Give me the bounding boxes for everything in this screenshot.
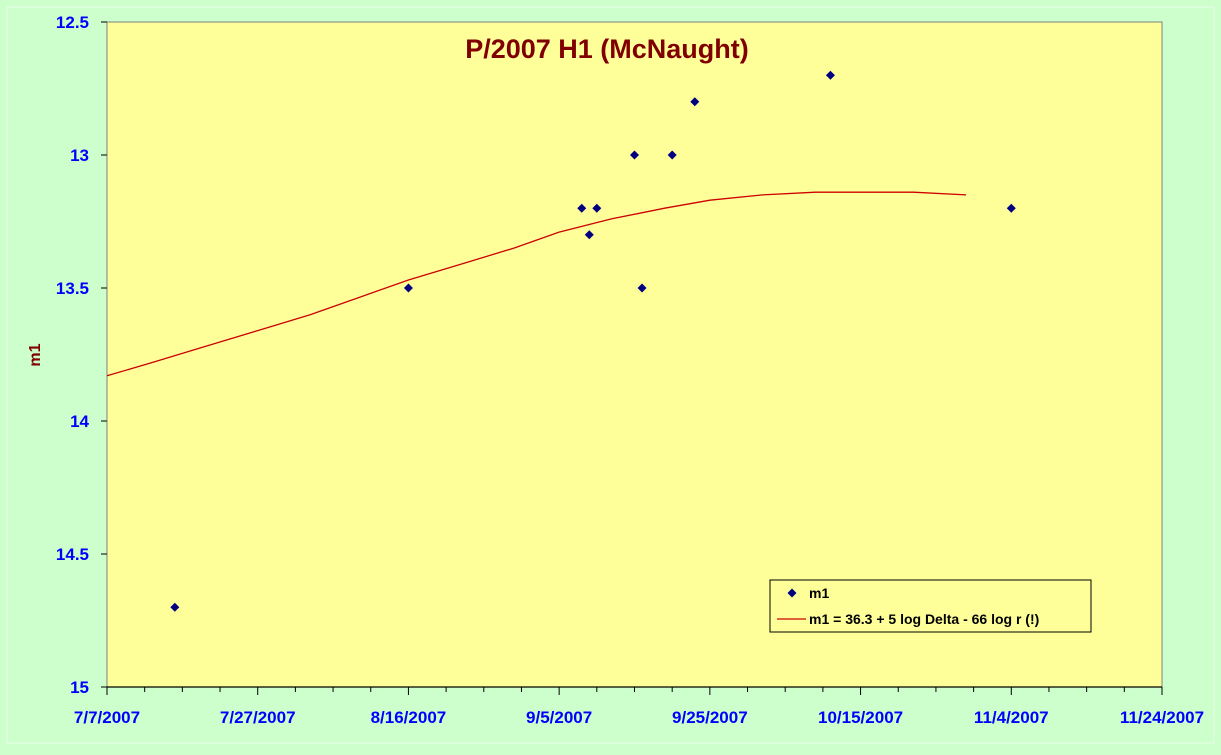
legend-label-fit: m1 = 36.3 + 5 log Delta - 66 log r (!)	[809, 611, 1039, 627]
data-point	[630, 150, 639, 160]
data-point	[825, 70, 835, 80]
y-tick-label: 15	[70, 678, 89, 697]
y-tick-label: 13.5	[56, 279, 89, 298]
y-tick-label: 13	[70, 146, 89, 165]
x-tick-label: 11/24/2007	[1120, 708, 1204, 727]
y-axis-label: m1	[27, 343, 44, 366]
y-tick-label: 14	[70, 412, 89, 431]
data-point	[667, 150, 677, 160]
x-tick-label: 11/4/2007	[974, 708, 1049, 727]
x-tick-label: 7/7/2007	[74, 708, 140, 727]
x-tick-label: 8/16/2007	[371, 708, 447, 727]
x-tick-label: 9/25/2007	[672, 708, 748, 727]
fit-line	[106, 191, 967, 377]
y-axis: 12.5 13 13.5 14 14.5 15	[56, 13, 107, 697]
data-point	[592, 203, 602, 213]
y-tick-label: 14.5	[56, 545, 89, 564]
legend-box	[769, 579, 1092, 633]
x-axis: 7/7/2007 7/27/2007 8/16/2007 9/5/2007 9/25/2…	[74, 686, 1204, 727]
legend-label-m1: m1	[809, 585, 829, 601]
data-points-layer	[170, 70, 1016, 612]
data-point	[637, 283, 647, 293]
data-point	[1006, 203, 1016, 213]
y-tick-label: 12.5	[56, 13, 89, 32]
legend: m1 m1 = 36.3 + 5 log Delta - 66 log r (!…	[769, 579, 1092, 633]
plot-area	[106, 21, 1163, 688]
data-point	[170, 602, 180, 612]
chart-title: P/2007 H1 (McNaught)	[465, 34, 749, 64]
x-tick-label: 10/15/2007	[818, 708, 903, 727]
x-tick-label: 7/27/2007	[220, 708, 296, 727]
fit-line-layer	[106, 191, 967, 377]
data-point	[584, 230, 594, 240]
x-tick-label: 9/5/2007	[526, 708, 592, 727]
data-point	[403, 283, 413, 293]
data-point	[577, 203, 587, 213]
legend-marker-m1	[787, 588, 797, 598]
data-point	[690, 97, 700, 107]
